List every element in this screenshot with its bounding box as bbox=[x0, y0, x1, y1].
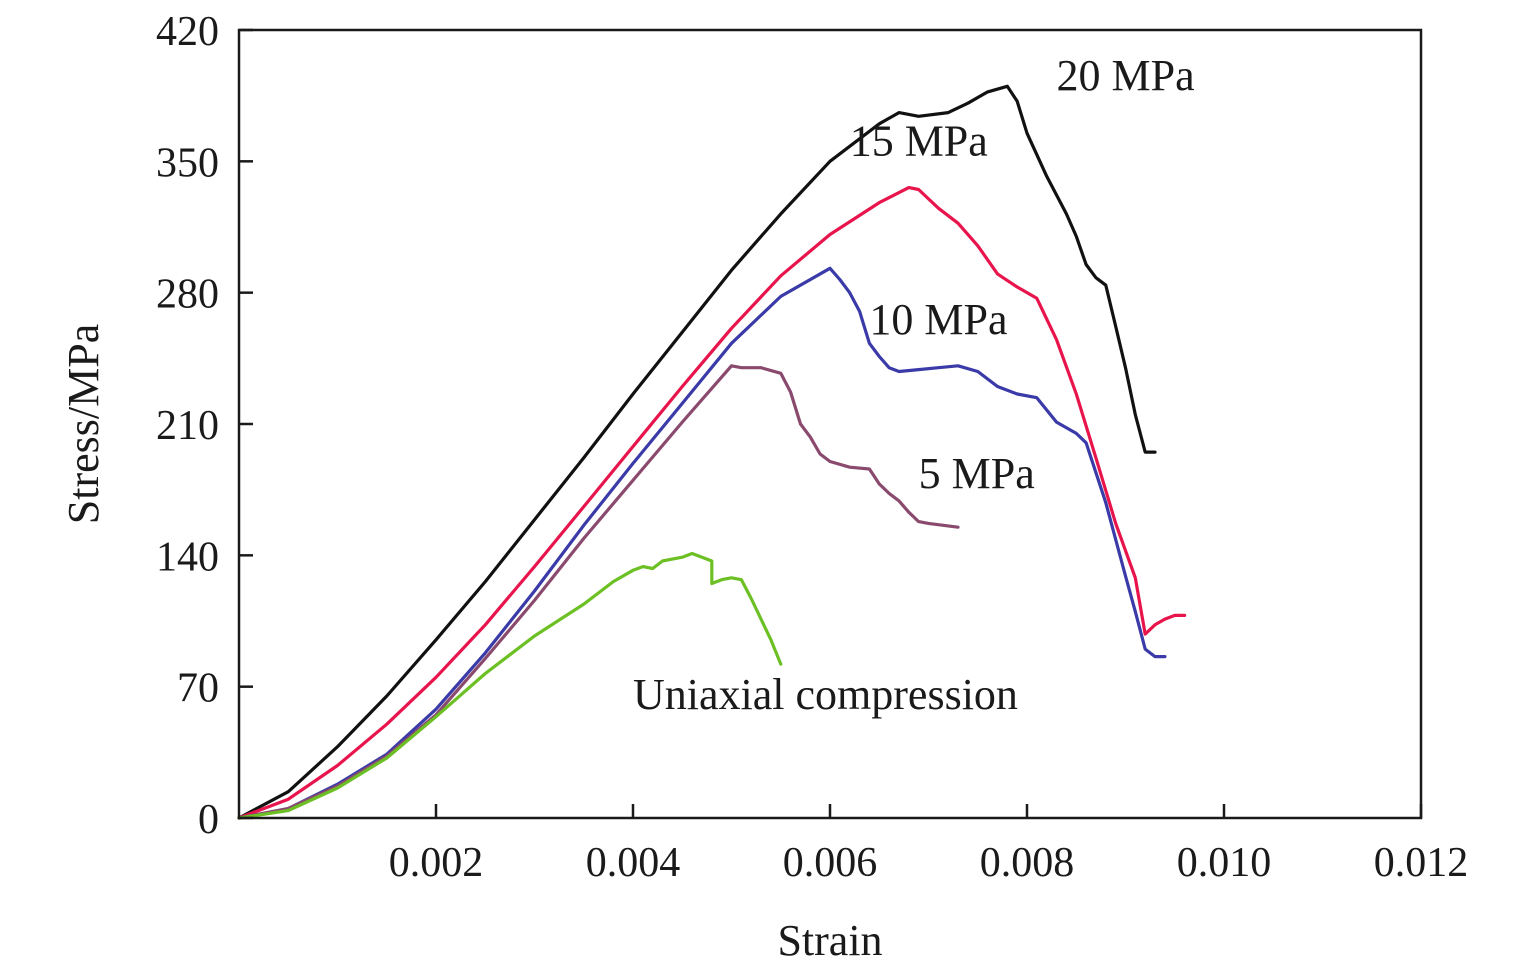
y-tick-label: 350 bbox=[156, 140, 219, 186]
series-line-1 bbox=[237, 186, 1187, 820]
y-tick-label: 0 bbox=[198, 797, 219, 843]
y-tick-label: 70 bbox=[177, 666, 219, 712]
lines-layer bbox=[237, 84, 1187, 820]
y-tick-label: 210 bbox=[156, 403, 219, 449]
x-tick-label: 0.008 bbox=[980, 840, 1075, 886]
y-tick-label: 140 bbox=[156, 534, 219, 580]
series-line-3 bbox=[237, 364, 960, 820]
x-tick-label: 0.010 bbox=[1177, 840, 1272, 886]
x-tick-label: 0.006 bbox=[783, 840, 878, 886]
x-tick-label: 0.012 bbox=[1374, 840, 1469, 886]
x-axis-title: Strain bbox=[777, 916, 882, 965]
series-label-3: 5 MPa bbox=[919, 449, 1035, 498]
x-tick-label: 0.002 bbox=[389, 840, 484, 886]
series-labels: 20 MPa 15 MPa 10 MPa 5 MPa Uniaxial compress… bbox=[633, 51, 1195, 719]
series-label-0: 20 MPa bbox=[1057, 51, 1195, 100]
series-label-2: 10 MPa bbox=[869, 295, 1007, 344]
y-tick-label: 420 bbox=[156, 9, 219, 55]
y-tick-label: 280 bbox=[156, 272, 219, 318]
series-label-4: Uniaxial compression bbox=[633, 670, 1018, 719]
series-line-2 bbox=[237, 266, 1167, 820]
series-label-1: 15 MPa bbox=[850, 117, 988, 166]
series-line-4 bbox=[237, 551, 783, 820]
x-tick-label: 0.004 bbox=[586, 840, 681, 886]
x-ticks: 0.002 0.004 0.006 0.008 0.010 0.012 bbox=[389, 804, 1469, 886]
y-axis-title: Stress/MPa bbox=[59, 324, 108, 524]
y-ticks: 0 70 140 210 280 350 420 bbox=[156, 9, 253, 843]
series-line-0 bbox=[237, 84, 1157, 820]
